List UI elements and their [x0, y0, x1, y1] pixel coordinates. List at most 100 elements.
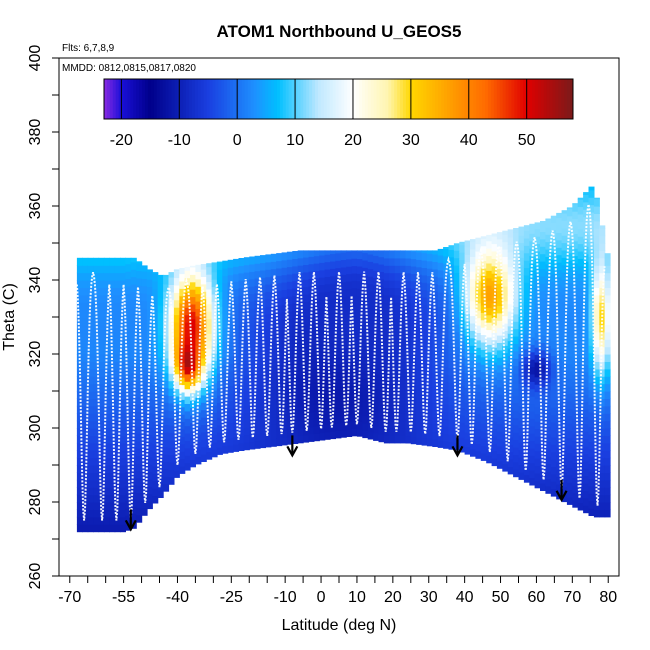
field-cell	[249, 271, 256, 280]
field-cell	[416, 250, 423, 253]
field-cell	[319, 314, 326, 323]
field-cell	[125, 263, 132, 272]
colorbar-swatch	[353, 79, 357, 119]
field-cell	[561, 471, 568, 480]
field-cell	[168, 365, 175, 374]
field-cell	[475, 421, 482, 430]
field-cell	[109, 435, 116, 444]
field-cell	[93, 324, 100, 333]
field-cell	[561, 301, 568, 310]
field-cell	[260, 329, 266, 338]
colorbar-swatch	[197, 79, 202, 119]
field-cell	[346, 325, 353, 334]
field-cell	[572, 277, 579, 286]
field-cell	[313, 263, 320, 271]
field-cell	[281, 407, 288, 416]
field-cell	[588, 263, 595, 272]
colorbar-swatch	[356, 79, 360, 119]
field-cell	[324, 283, 331, 292]
colorbar-swatch	[262, 79, 266, 119]
field-cell	[179, 443, 186, 452]
field-cell	[577, 487, 584, 496]
field-cell	[168, 462, 175, 470]
field-cell	[82, 354, 89, 362]
field-cell	[222, 334, 229, 343]
field-cell	[157, 423, 164, 432]
field-cell	[227, 341, 234, 350]
field-cell	[163, 431, 170, 440]
field-cell	[561, 264, 568, 273]
colorbar-swatch	[520, 79, 524, 119]
field-cell	[206, 385, 213, 394]
flights-note: Flts: 6,7,8,9	[62, 43, 115, 54]
field-cell	[523, 252, 530, 261]
field-cell	[432, 261, 439, 270]
field-cell	[593, 376, 600, 385]
field-cell	[168, 343, 175, 352]
field-cell	[373, 250, 380, 256]
field-cell	[464, 380, 471, 388]
field-cell	[475, 332, 482, 341]
field-cell	[523, 341, 530, 350]
field-cell	[254, 359, 261, 368]
field-cell	[340, 422, 347, 431]
field-cell	[540, 283, 546, 292]
field-cell	[125, 396, 132, 405]
field-cell	[130, 358, 137, 366]
field-cell	[421, 319, 428, 328]
field-cell	[308, 433, 315, 442]
field-cell	[141, 441, 148, 450]
field-cell	[475, 362, 482, 370]
colorbar-swatch	[315, 79, 319, 119]
colorbar-swatch	[470, 79, 474, 119]
field-cell	[529, 277, 536, 286]
field-cell	[319, 328, 326, 337]
field-cell	[114, 405, 121, 414]
x-tick-label: 50	[492, 589, 510, 606]
field-cell	[572, 351, 579, 360]
field-cell	[270, 416, 277, 425]
field-cell	[383, 354, 390, 362]
field-cell	[378, 271, 385, 280]
field-cell	[82, 413, 89, 422]
field-cell	[394, 250, 401, 259]
field-cell	[98, 398, 105, 407]
field-cell	[308, 345, 315, 354]
field-cell	[416, 296, 423, 305]
field-cell	[254, 440, 261, 449]
field-cell	[249, 419, 256, 428]
field-cell	[152, 480, 159, 489]
field-cell	[114, 324, 121, 333]
field-cell	[593, 198, 600, 207]
field-cell	[426, 379, 433, 388]
field-cell	[93, 516, 100, 525]
field-cell	[593, 339, 600, 348]
field-cell	[556, 306, 563, 315]
field-cell	[545, 448, 552, 457]
field-cell	[163, 483, 170, 492]
field-cell	[233, 273, 240, 282]
field-cell	[141, 404, 148, 413]
field-cell	[308, 411, 315, 420]
field-cell	[550, 222, 557, 231]
field-cell	[583, 209, 590, 218]
field-cell	[130, 454, 137, 463]
field-cell	[103, 376, 110, 385]
field-cell	[416, 436, 423, 445]
field-cell	[152, 414, 159, 423]
field-cell	[550, 370, 557, 379]
field-cell	[588, 330, 595, 339]
field-cell	[222, 275, 229, 284]
field-cell	[556, 328, 563, 337]
field-cell	[400, 361, 406, 370]
field-cell	[146, 316, 153, 325]
field-cell	[211, 262, 218, 265]
x-tick-label: -10	[274, 589, 297, 606]
field-cell	[400, 331, 406, 340]
field-cell	[82, 442, 89, 451]
colorbar-swatch	[244, 79, 249, 119]
field-cell	[98, 302, 105, 311]
field-cell	[157, 401, 164, 410]
field-cell	[200, 306, 207, 314]
field-cell	[93, 354, 100, 362]
